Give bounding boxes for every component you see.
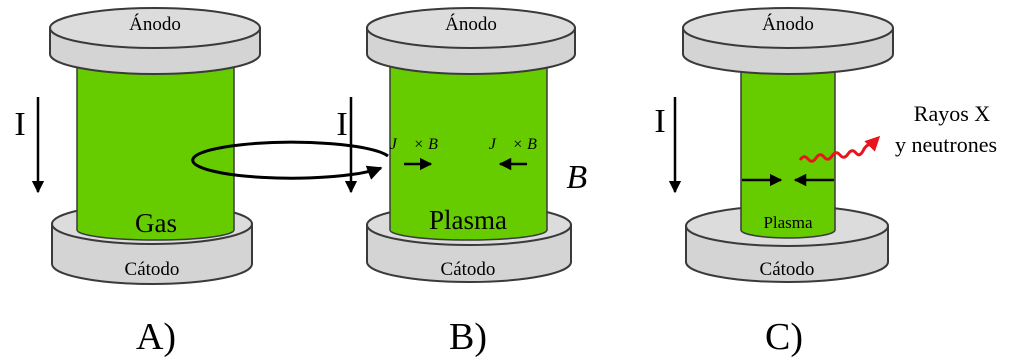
panel-c: Rayos X y neutrones Ánodo Cátodo Plasma …: [654, 7, 997, 358]
panel-c-anode: [682, 7, 894, 75]
panel-a-caption: A): [136, 316, 176, 358]
panel-b-current-label: I: [336, 106, 347, 143]
panel-c-plasma-column: [740, 60, 836, 239]
panel-c-radiation-wave-icon: [798, 135, 881, 163]
panel-a-gas-column: [76, 60, 235, 241]
panel-c-emission-label-line2: y neutrones: [895, 132, 997, 157]
panel-a-current-label: I: [14, 106, 25, 143]
panel-c-cathode-label: Cátodo: [760, 259, 815, 280]
panel-b-magnetic-field-label: B⃗: [566, 159, 613, 196]
panel-a: Ánodo Cátodo Gas I A): [14, 7, 261, 358]
panel-b-caption: B): [449, 316, 487, 358]
panel-c-current-label: I: [654, 103, 665, 140]
panel-b-force-label-left: J⃗ × B⃗: [390, 136, 451, 153]
panel-b-force-label-right: J⃗ × B⃗: [489, 136, 550, 153]
panel-c-plasma-label: Plasma: [763, 213, 813, 232]
panel-c-anode-label: Ánodo: [762, 13, 814, 35]
panel-a-anode: [49, 7, 261, 75]
panel-b-plasma-label: Plasma: [429, 205, 507, 235]
panel-a-cathode-label: Cátodo: [125, 259, 180, 280]
panel-b-cathode-label: Cátodo: [441, 259, 496, 280]
panel-c-emission-label-line1: Rayos X: [914, 101, 991, 126]
panel-b-anode: [366, 7, 576, 75]
panel-b-plasma-column: [389, 60, 548, 241]
panel-b-magnetic-field-loop: [191, 140, 389, 180]
panel-a-anode-label: Ánodo: [129, 13, 181, 35]
panel-b: J⃗ × B⃗ J⃗ × B⃗ B⃗ Ánodo Cátodo Plasma I…: [191, 7, 614, 358]
panel-a-gas-label: Gas: [135, 208, 177, 238]
panel-c-caption: C): [765, 316, 803, 358]
panel-b-anode-label: Ánodo: [445, 13, 497, 35]
